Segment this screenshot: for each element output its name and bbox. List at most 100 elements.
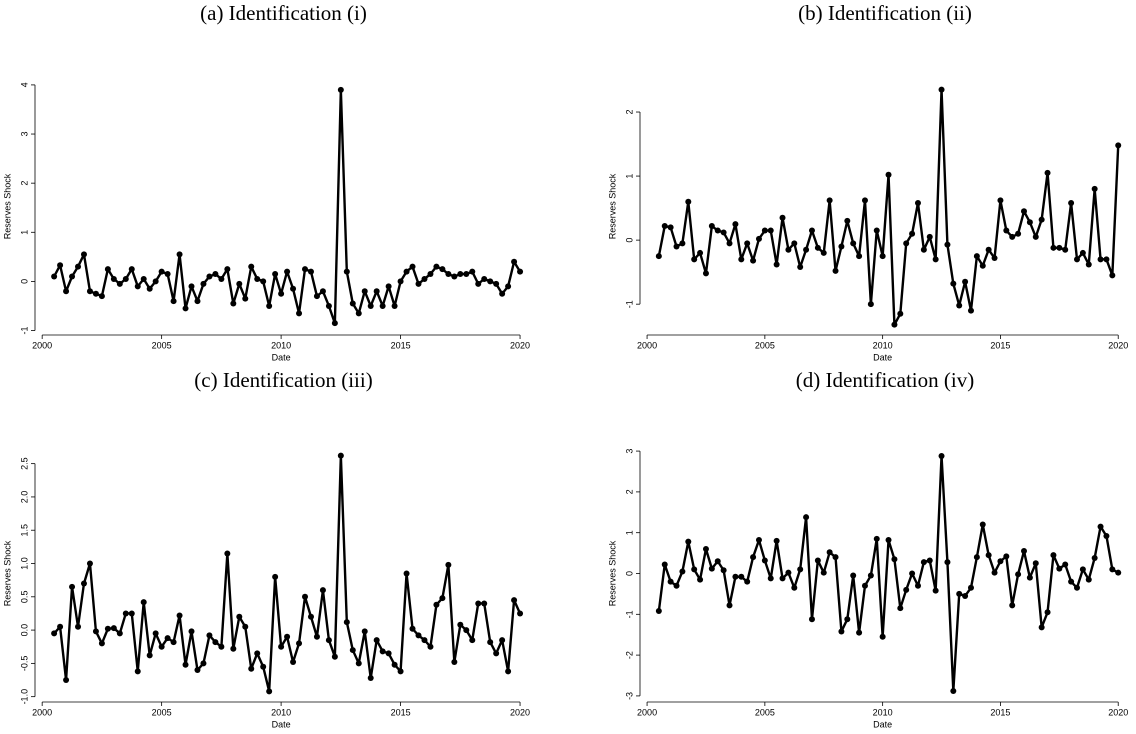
point	[920, 559, 927, 566]
point	[385, 283, 392, 290]
point	[926, 557, 933, 564]
point	[98, 640, 105, 647]
point	[188, 628, 195, 635]
point	[152, 278, 159, 285]
point	[51, 630, 58, 637]
point	[779, 214, 786, 221]
point	[451, 659, 458, 666]
point	[938, 86, 945, 93]
x-axis-title: Date	[272, 352, 291, 362]
point	[738, 573, 745, 580]
point	[691, 566, 698, 573]
point	[944, 241, 951, 248]
point	[302, 266, 309, 273]
point	[956, 590, 963, 597]
point	[325, 637, 332, 644]
point	[1085, 261, 1092, 268]
point	[803, 246, 810, 253]
y-tick-label: -1	[624, 610, 634, 618]
point	[200, 660, 207, 667]
point	[206, 273, 213, 280]
point	[885, 171, 892, 178]
point	[469, 637, 476, 644]
point	[457, 621, 464, 628]
point	[667, 224, 674, 231]
point	[122, 610, 129, 617]
point	[791, 584, 798, 591]
point	[194, 667, 201, 674]
point	[272, 573, 279, 580]
point	[814, 557, 821, 564]
point	[850, 240, 857, 247]
point	[1103, 532, 1110, 539]
x-tick-label: 2010	[271, 707, 291, 717]
point	[1015, 230, 1022, 237]
point	[891, 321, 898, 328]
point	[463, 271, 470, 278]
point	[973, 253, 980, 260]
y-tick-label: -2	[624, 651, 634, 659]
panel-title: (c) Identification (iii)	[194, 368, 372, 392]
point	[367, 302, 374, 309]
x-tick-label: 2000	[32, 340, 52, 350]
point	[260, 278, 267, 285]
point	[236, 613, 243, 620]
point	[69, 273, 76, 280]
point	[1003, 227, 1010, 234]
point	[397, 668, 404, 675]
point	[140, 599, 147, 606]
y-tick-label: 4	[19, 82, 29, 87]
y-tick-label: 1	[19, 230, 29, 235]
point	[1091, 185, 1098, 192]
point	[224, 266, 231, 273]
panel-title: (b) Identification (ii)	[798, 1, 972, 25]
point	[773, 261, 780, 268]
point	[307, 613, 314, 620]
point	[750, 554, 757, 561]
point	[403, 268, 410, 275]
point	[266, 688, 273, 695]
point	[997, 558, 1004, 565]
point	[950, 688, 957, 695]
point	[944, 559, 951, 566]
x-tick-label: 2015	[990, 707, 1010, 717]
point	[170, 639, 177, 646]
y-tick-label: -1	[19, 327, 29, 335]
point	[1056, 244, 1063, 251]
point	[248, 263, 255, 270]
point	[714, 227, 721, 234]
point	[655, 253, 662, 260]
point	[373, 288, 380, 295]
point	[290, 285, 297, 292]
point	[176, 251, 183, 258]
point	[897, 310, 904, 317]
x-tick-label: 2010	[271, 340, 291, 350]
point	[950, 280, 957, 287]
point	[879, 633, 886, 640]
point	[505, 283, 512, 290]
point	[744, 240, 751, 247]
point	[116, 280, 123, 287]
y-tick-label: 1.0	[19, 557, 29, 570]
point	[433, 263, 440, 270]
point	[260, 663, 267, 670]
point	[236, 280, 243, 287]
point	[726, 602, 733, 609]
point	[1109, 272, 1116, 279]
point	[1109, 566, 1116, 573]
x-tick-label: 2000	[637, 707, 657, 717]
point	[767, 227, 774, 234]
point	[499, 290, 506, 297]
y-tick-label: -1.0	[19, 689, 29, 705]
point	[86, 288, 93, 295]
point	[242, 623, 249, 630]
point	[200, 280, 207, 287]
point	[361, 288, 368, 295]
x-tick-label: 2015	[391, 340, 411, 350]
point	[856, 253, 863, 260]
point	[1073, 584, 1080, 591]
y-tick-label: 2	[624, 489, 634, 494]
y-axis-title: Reserves Shock	[2, 173, 12, 239]
